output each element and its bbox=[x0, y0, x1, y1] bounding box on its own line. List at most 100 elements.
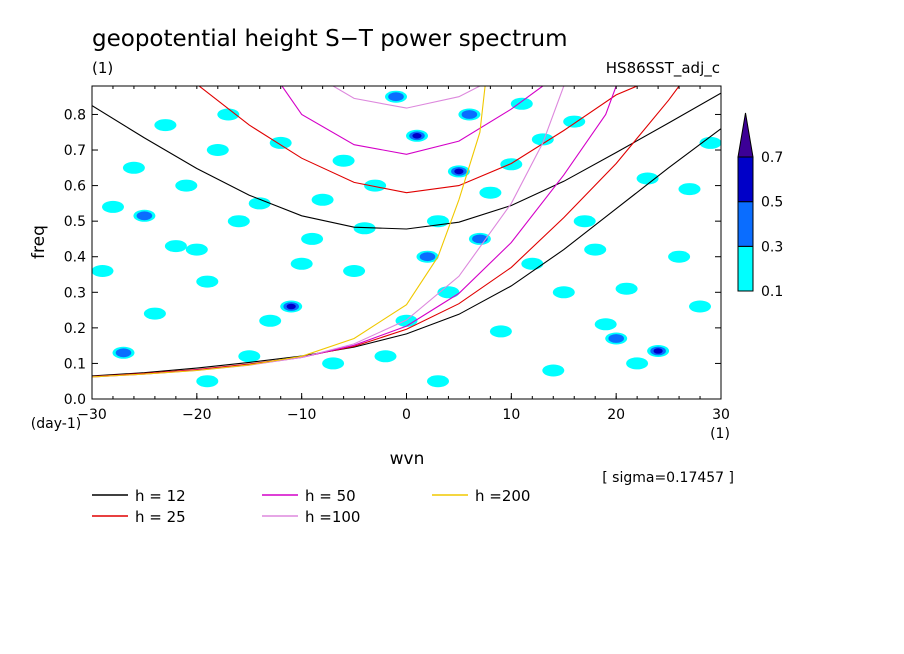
curve-0-branch-1 bbox=[92, 128, 721, 377]
curve-1-branch-0 bbox=[198, 86, 638, 194]
colorbar-band-1 bbox=[737, 201, 754, 247]
power-blob-32-level-0 bbox=[573, 215, 596, 228]
curve-0-branch-0 bbox=[92, 92, 721, 230]
power-blob-20-level-2 bbox=[412, 133, 422, 139]
chart-subtitle-run: HS86SST_adj_c bbox=[606, 59, 720, 78]
power-blob-41-level-1 bbox=[115, 348, 132, 358]
power-blob-15-level-0 bbox=[343, 265, 366, 277]
x-axis-label: wvn bbox=[390, 449, 425, 469]
power-blob-38-level-0 bbox=[678, 183, 701, 196]
power-blob-44-level-0 bbox=[332, 154, 355, 167]
power-blob-59-level-0 bbox=[196, 375, 219, 388]
power-blob-39-level-0 bbox=[699, 136, 721, 149]
power-blob-33-level-0 bbox=[594, 318, 617, 331]
power-blob-18-level-1 bbox=[388, 92, 404, 102]
power-contours bbox=[92, 90, 721, 388]
power-blob-50-level-0 bbox=[689, 300, 711, 313]
x-tick-label-2: −10 bbox=[287, 407, 317, 423]
power-blob-45-level-0 bbox=[374, 350, 397, 363]
power-blob-28-level-0 bbox=[500, 158, 523, 171]
y-axis-unit: (day-1) bbox=[31, 416, 81, 432]
power-blob-25-level-1 bbox=[461, 110, 478, 119]
power-blob-29-level-0 bbox=[521, 257, 544, 270]
power-blob-8-level-0 bbox=[227, 215, 250, 228]
power-blob-56-level-0 bbox=[92, 265, 114, 277]
x-tick-label-4: 10 bbox=[502, 407, 520, 423]
power-blob-3-level-0 bbox=[154, 119, 177, 132]
y-tick-label-2: 0.2 bbox=[64, 321, 86, 337]
colorbar-label-3: 0.7 bbox=[761, 150, 783, 166]
power-blob-9-level-0 bbox=[248, 197, 271, 210]
power-blob-19-level-0 bbox=[395, 314, 418, 327]
x-axis-unit: (1) bbox=[710, 426, 730, 442]
power-blob-4-level-0 bbox=[175, 179, 198, 192]
power-blob-27-level-0 bbox=[479, 186, 502, 199]
curve-2-branch-0 bbox=[281, 86, 544, 155]
y-axis-label: freq bbox=[29, 225, 49, 259]
power-blob-47-level-0 bbox=[542, 364, 565, 377]
chart-subtitle-unit: (1) bbox=[92, 59, 113, 77]
power-blob-14-level-0 bbox=[322, 357, 345, 370]
power-blob-54-level-0 bbox=[427, 375, 449, 388]
power-blob-51-level-0 bbox=[217, 108, 240, 121]
curve-3-branch-0 bbox=[332, 86, 481, 109]
power-blob-2-level-1 bbox=[136, 211, 153, 221]
y-axis-ticks: 0.0 0.1 0.2 0.3 0.4 0.5 0.6 0.7 0.8 bbox=[64, 107, 721, 408]
colorbar: 0.1 0.3 0.5 0.7 bbox=[737, 112, 783, 300]
x-tick-label-1: −20 bbox=[182, 407, 212, 423]
y-tick-label-7: 0.7 bbox=[64, 143, 86, 159]
legend-label-3: h =100 bbox=[305, 508, 360, 526]
power-blob-6-level-0 bbox=[196, 275, 219, 288]
colorbar-arrow bbox=[737, 112, 754, 158]
y-tick-label-1: 0.1 bbox=[64, 356, 86, 372]
power-blob-31-level-0 bbox=[552, 286, 575, 299]
legend-label-0: h = 12 bbox=[135, 487, 186, 505]
power-blob-36-level-2 bbox=[653, 348, 663, 354]
dispersion-curves bbox=[92, 86, 721, 378]
y-tick-label-3: 0.3 bbox=[64, 285, 86, 301]
y-tick-label-0: 0.0 bbox=[64, 392, 86, 408]
power-blob-48-level-0 bbox=[584, 243, 607, 256]
power-blob-23-level-0 bbox=[437, 286, 460, 299]
y-tick-label-6: 0.6 bbox=[64, 179, 86, 195]
power-blob-5-level-0 bbox=[185, 243, 208, 256]
y-tick-label-5: 0.5 bbox=[64, 214, 86, 230]
plot-frame bbox=[91, 85, 722, 400]
x-tick-label-3: 0 bbox=[402, 407, 411, 423]
power-blob-49-level-0 bbox=[636, 172, 659, 185]
power-blob-11-level-2 bbox=[286, 303, 296, 310]
colorbar-label-1: 0.3 bbox=[761, 239, 783, 255]
curve-4-branch-0 bbox=[92, 86, 486, 378]
power-blob-35-level-0 bbox=[626, 357, 649, 370]
curve-1-branch-1 bbox=[92, 86, 680, 378]
power-blob-40-level-0 bbox=[143, 307, 166, 320]
legend-label-2: h = 50 bbox=[305, 487, 356, 505]
power-blob-57-level-0 bbox=[615, 282, 638, 295]
y-tick-label-8: 0.8 bbox=[64, 107, 86, 123]
colorbar-band-0 bbox=[737, 245, 754, 292]
power-blob-58-level-0 bbox=[510, 97, 533, 110]
power-blob-43-level-0 bbox=[238, 350, 261, 363]
power-blob-21-level-1 bbox=[419, 252, 436, 262]
y-tick-label-4: 0.4 bbox=[64, 250, 86, 266]
x-axis-ticks: −30 −20 −10 0 10 20 30 bbox=[77, 86, 730, 423]
colorbar-label-0: 0.1 bbox=[761, 284, 783, 300]
power-blob-0-level-0 bbox=[102, 200, 124, 213]
power-blob-24-level-2 bbox=[454, 168, 464, 175]
power-blob-42-level-0 bbox=[164, 240, 187, 253]
chart-title: geopotential height S−T power spectrum bbox=[92, 26, 568, 52]
power-blob-16-level-0 bbox=[353, 222, 376, 235]
power-blob-34-level-1 bbox=[608, 334, 624, 343]
power-blob-7-level-0 bbox=[206, 144, 229, 156]
x-tick-label-5: 20 bbox=[607, 407, 625, 423]
sigma-annotation: [ sigma=0.17457 ] bbox=[602, 470, 734, 486]
power-blob-37-level-0 bbox=[668, 250, 691, 263]
legend-label-4: h =200 bbox=[475, 487, 530, 505]
power-blob-1-level-0 bbox=[122, 161, 145, 174]
legend: h = 12 h = 25 h = 50 h =100 h =200 bbox=[92, 487, 530, 526]
legend-label-1: h = 25 bbox=[135, 508, 186, 526]
power-blob-17-level-0 bbox=[364, 179, 387, 192]
x-tick-label-6: 30 bbox=[712, 407, 730, 423]
power-blob-30-level-0 bbox=[531, 133, 554, 146]
